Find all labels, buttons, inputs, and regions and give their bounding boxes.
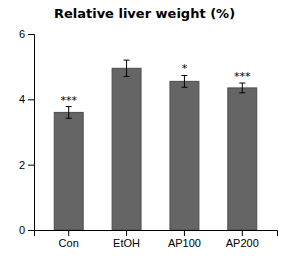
error-bar-stem [68,107,69,119]
x-tick: AP200 [226,230,259,249]
significance-label: *** [234,70,251,83]
x-tick-mark [242,230,243,236]
y-tick-label: 0 [19,224,25,236]
y-tick: 0 [19,224,34,236]
bar [54,112,83,230]
chart-svg: Relative liver weight (%)*******0246ConE… [0,0,289,256]
x-tick-label: AP100 [168,237,201,249]
significance-label: *** [60,94,77,107]
x-tick-label: EtOH [113,237,140,249]
y-tick: 4 [19,93,34,105]
error-bar-cap [239,92,245,93]
x-tick-mark [68,230,69,236]
error-bar [66,107,72,119]
x-tick-label: Con [59,237,79,249]
significance-labels: ******* [60,62,251,106]
error-bar [181,75,187,87]
y-tick: 2 [19,159,34,171]
y-axis: 0 2 4 6 [19,28,35,236]
y-tick-label: 6 [19,28,25,40]
error-bar-stem [126,60,127,76]
y-tick-label: 4 [19,93,25,105]
y-tick-mark [28,230,34,231]
x-tick: EtOH [113,230,140,249]
chart-title: Relative liver weight (%) [54,6,235,21]
y-tick-label: 2 [19,159,25,171]
error-bar-cap [124,60,130,61]
y-tick-mark [28,34,34,35]
error-bar-cap [181,87,187,88]
y-axis-line [28,35,35,231]
y-tick-mark [28,165,34,166]
y-tick: 6 [19,28,34,40]
error-bar-stem [184,75,185,87]
error-bar-cap [66,118,72,119]
bar [112,68,141,230]
x-tick-label: AP200 [226,237,259,249]
error-bar [124,60,130,76]
bar [170,81,199,230]
bar [228,88,257,230]
error-bar [239,83,245,93]
x-axis-line [35,231,278,237]
significance-label: * [182,62,188,75]
x-tick-mark [184,230,185,236]
error-bar-stem [242,83,243,93]
error-bar-cap [124,76,130,77]
marks [54,60,257,230]
x-tick-mark [126,230,127,236]
y-tick-mark [28,99,34,100]
plot: *******0246ConEtOHAP100AP200 [19,28,278,249]
x-axis: Con EtOH AP100 AP200 [35,230,278,249]
x-tick: AP100 [168,230,201,249]
x-tick: Con [59,230,79,249]
